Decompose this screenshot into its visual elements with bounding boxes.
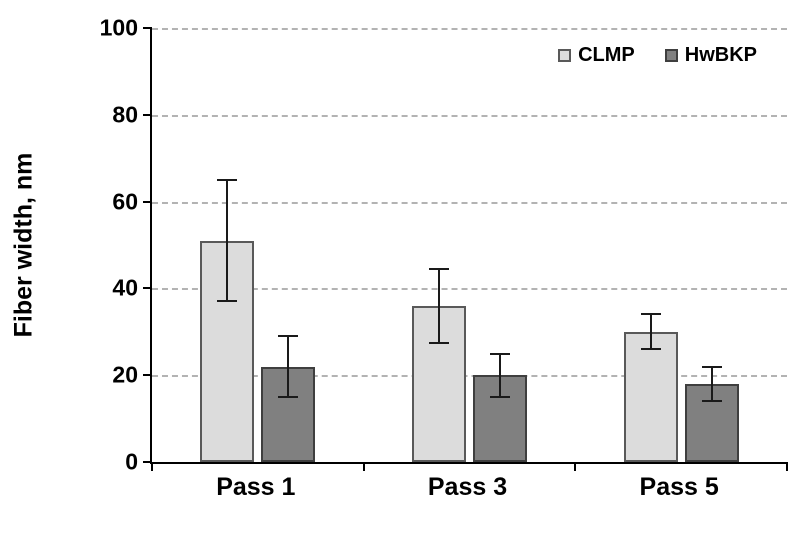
error-bar-cap — [640, 348, 661, 351]
error-bar-cap — [278, 395, 299, 398]
error-bar-cap — [640, 313, 661, 316]
y-axis-tick — [143, 200, 152, 203]
gridline — [152, 201, 787, 204]
gridline — [152, 114, 787, 117]
error-bar-cap — [217, 178, 238, 181]
error-bar-hwbkp-pass-3 — [499, 353, 501, 397]
gridline — [152, 288, 787, 291]
error-bar-cap — [429, 267, 449, 270]
y-axis-tick-label: 60 — [112, 188, 138, 215]
legend-label-clmp: CLMP — [578, 44, 635, 66]
y-axis-tick — [143, 287, 152, 290]
error-bar-clmp-pass-1 — [226, 179, 229, 302]
error-bar-cap — [490, 352, 510, 355]
error-bar-cap — [278, 335, 299, 338]
bar-hwbkp-pass-3 — [473, 375, 527, 462]
y-axis-tick — [143, 113, 152, 116]
error-bar-clmp-pass-5 — [649, 314, 652, 350]
y-axis-tick — [143, 374, 152, 377]
x-axis-tick — [786, 462, 788, 471]
y-axis-tick-label: 0 — [125, 448, 138, 475]
legend-entry-clmp: CLMP — [558, 44, 635, 67]
x-category-label: Pass 5 — [639, 473, 719, 501]
bar-clmp-pass-5 — [623, 331, 678, 462]
error-bar-cap — [490, 395, 510, 398]
error-bar-hwbkp-pass-1 — [287, 336, 290, 397]
error-bar-hwbkp-pass-5 — [710, 366, 713, 402]
gridline — [152, 28, 787, 30]
y-axis-tick-labels: 0 20 40 60 80 100 — [0, 16, 138, 473]
error-bar-clmp-pass-3 — [438, 268, 440, 343]
y-axis-tick — [143, 461, 152, 463]
legend: CLMP HwBKP — [558, 44, 757, 67]
legend-label-hwbkp: HwBKP — [684, 44, 757, 66]
y-axis-tick-label: 20 — [112, 361, 138, 388]
gridline — [152, 375, 787, 378]
x-category-label: Pass 1 — [216, 473, 296, 501]
x-category-label: Pass 3 — [427, 473, 508, 501]
x-axis-tick — [151, 462, 153, 471]
plot-area: CLMP HwBKP — [143, 27, 788, 471]
y-axis-tick-label: 40 — [112, 274, 138, 301]
y-axis-tick-label: 100 — [99, 14, 138, 41]
legend-swatch-clmp — [558, 49, 572, 62]
x-axis-tick — [574, 462, 577, 471]
x-axis-tick — [362, 462, 365, 471]
y-axis-tick — [143, 27, 152, 29]
error-bar-cap — [701, 400, 722, 403]
error-bar-cap — [217, 300, 238, 303]
legend-entry-hwbkp: HwBKP — [664, 44, 757, 67]
error-bar-cap — [701, 365, 722, 368]
legend-swatch-hwbkp — [664, 49, 678, 62]
y-axis-tick-label: 80 — [112, 101, 138, 128]
error-bar-cap — [429, 341, 449, 344]
